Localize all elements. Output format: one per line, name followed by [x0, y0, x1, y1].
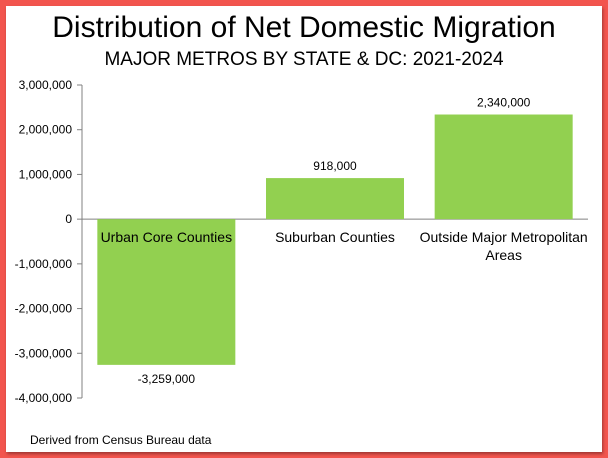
bars	[97, 114, 573, 365]
bar-3	[434, 114, 573, 220]
category-label: Outside Major Metropolitan	[420, 229, 588, 245]
value-label: 2,340,000	[477, 96, 531, 110]
value-label: 918,000	[313, 159, 357, 173]
category-labels: Urban Core Counties Suburban Counties Outs…	[101, 229, 588, 263]
category-label: Suburban Counties	[275, 229, 395, 245]
y-tick-label: 3,000,000	[19, 78, 73, 92]
category-label: Urban Core Counties	[101, 229, 233, 245]
y-tick-label: 0	[65, 212, 72, 226]
footnote: Derived from Census Bureau data	[30, 433, 212, 447]
chart-subtitle: MAJOR METROS BY STATE & DC: 2021-2024	[104, 49, 504, 70]
y-tick-label: -4,000,000	[15, 391, 73, 405]
category-label: Areas	[485, 247, 522, 263]
value-label: -3,259,000	[138, 372, 196, 386]
y-tick-label: 2,000,000	[19, 123, 73, 137]
y-tick-label: -3,000,000	[15, 346, 73, 360]
y-tick-label: 1,000,000	[19, 167, 73, 181]
chart-title: Distribution of Net Domestic Migration	[52, 11, 556, 44]
bar-2	[266, 178, 404, 220]
bar-1	[97, 219, 236, 365]
value-labels: -3,259,000 918,000 2,340,000	[138, 96, 531, 386]
y-tick-label: -1,000,000	[15, 257, 73, 271]
y-tick-label: -2,000,000	[15, 302, 73, 316]
